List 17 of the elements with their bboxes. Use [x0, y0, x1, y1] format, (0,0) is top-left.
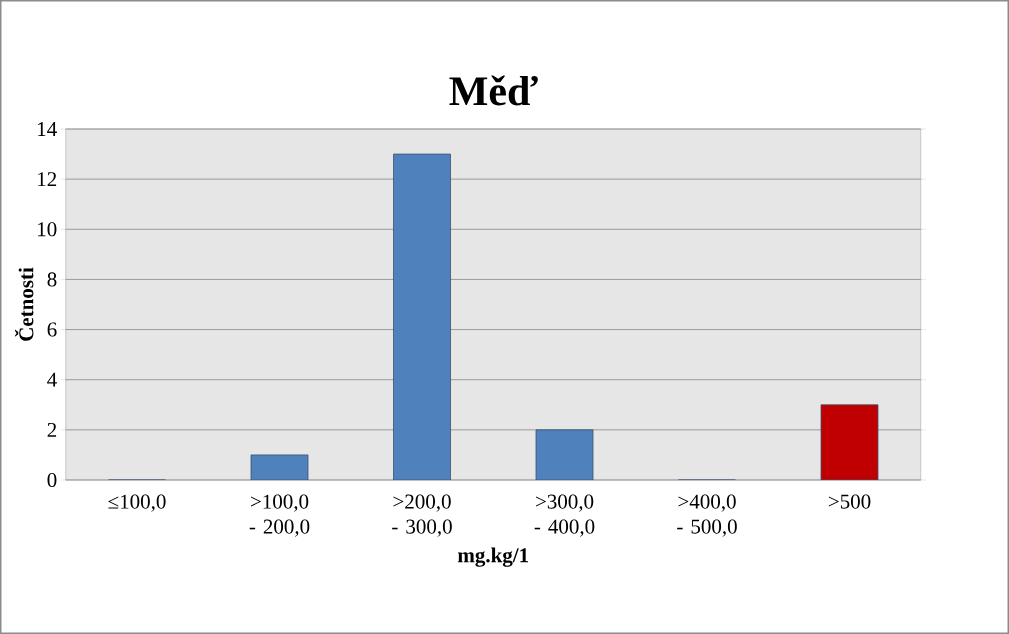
y-tick-label: 8 — [47, 272, 57, 287]
x-tick-label: >500 — [828, 494, 871, 509]
x-tick-label: >300,0 - 400,0 — [534, 494, 595, 537]
y-tick-label: 14 — [38, 122, 57, 136]
x-tick-label: ≤100,0 — [108, 494, 166, 512]
chart-title: Měď — [449, 75, 538, 106]
x-tick-label: >100,0 - 200,0 — [249, 494, 310, 537]
x-axis-title: mg.kg/1 — [457, 547, 529, 567]
y-tick-label: 0 — [47, 472, 57, 488]
y-tick-label: 6 — [47, 322, 57, 337]
y-tick-label: 12 — [38, 172, 57, 187]
y-tick-label: 10 — [38, 222, 57, 237]
y-tick-label: 4 — [47, 372, 57, 387]
x-tick-label: >400,0 - 500,0 — [677, 494, 737, 537]
y-axis-title: Četnosti — [14, 267, 34, 341]
y-tick-label: 2 — [47, 422, 57, 437]
x-tick-label: >200,0 - 300,0 — [392, 494, 452, 537]
